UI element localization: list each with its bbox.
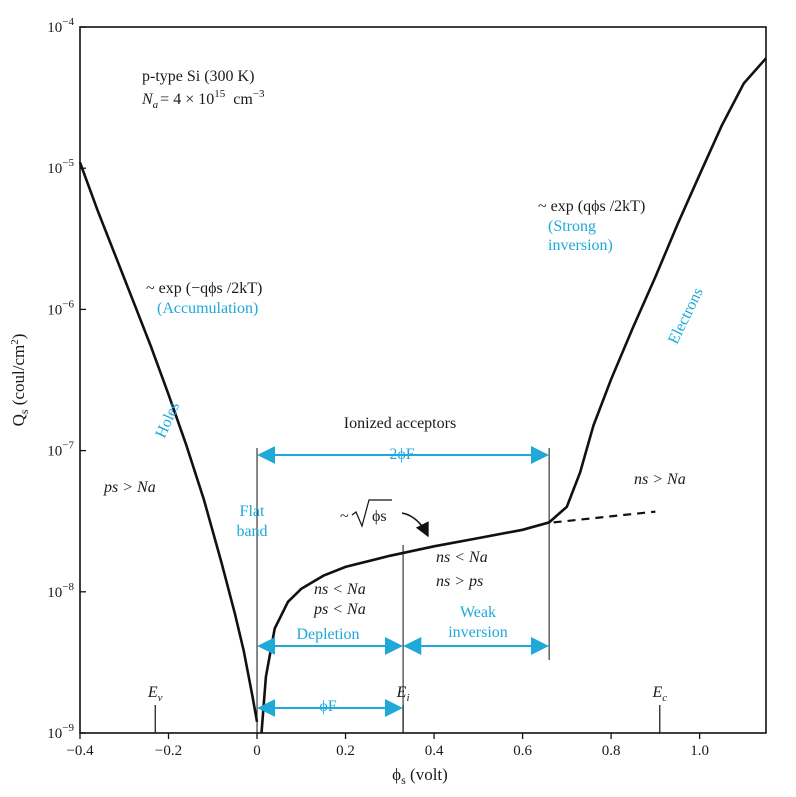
sqrt-pointer-arrow — [401, 512, 429, 538]
x-ticks: −0.4 −0.2 0 0.2 0.4 0.6 0.8 1.0 — [66, 733, 709, 759]
weak-inversion-condition-1: ns < Na — [436, 549, 488, 566]
x-tick-label: 1.0 — [690, 743, 709, 759]
x-tick-label: 0.2 — [336, 743, 355, 759]
x-tick-label: 0.8 — [602, 743, 621, 759]
x-tick-label: −0.2 — [155, 743, 182, 759]
flat-band-label-2: band — [236, 523, 267, 540]
phi-f-label: ϕF — [319, 698, 336, 715]
depletion-inversion-curve — [260, 57, 767, 734]
depletion-label: Depletion — [296, 626, 359, 643]
y-tick-label: 10−9 — [47, 722, 74, 742]
plot-frame — [79, 26, 767, 734]
weak-inversion-label-1: Weak — [460, 604, 496, 621]
strong-inversion-expression: ~ exp (qϕs /2kT) — [538, 198, 645, 215]
depletion-condition-2: ps < Na — [313, 601, 366, 618]
material-label: p-type Si (300 K) — [142, 68, 254, 85]
y-axis-label: Qs (coul/cm2) — [9, 334, 31, 427]
sqrt-phi-label: ~ ϕs — [340, 499, 392, 528]
energy-mark-label: Ev — [147, 684, 163, 704]
strong-inversion-label-2: inversion) — [548, 237, 613, 254]
reference-lines — [256, 448, 550, 733]
x-tick-label: 0.4 — [425, 743, 444, 759]
ns-gt-na-label: ns > Na — [634, 471, 686, 488]
y-tick-label: 10−5 — [47, 157, 74, 177]
y-tick-label: 10−4 — [47, 16, 74, 36]
accumulation-expression: ~ exp (−qϕs /2kT) — [146, 280, 262, 297]
ps-gt-na-label: ps > Na — [103, 479, 156, 496]
depletion-condition-1: ns < Na — [314, 581, 366, 598]
weak-inversion-condition-2: ns > ps — [436, 573, 483, 590]
x-tick-label: −0.4 — [66, 743, 94, 759]
doping-label: Na = 4 × 1015 cm−3 — [141, 88, 265, 111]
energy-mark-label: Ei — [396, 684, 410, 704]
y-ticks: 10−9 10−8 10−7 10−6 10−5 10−4 — [47, 16, 86, 742]
weak-inversion-label-2: inversion — [448, 624, 508, 641]
y-tick-label: 10−7 — [47, 440, 74, 460]
extrapolation-dashed-line — [553, 510, 656, 524]
accumulation-label: (Accumulation) — [157, 300, 258, 317]
x-tick-label: 0.6 — [513, 743, 532, 759]
y-tick-label: 10−8 — [47, 581, 74, 601]
energy-mark-label: Ec — [651, 684, 667, 704]
y-tick-label: 10−6 — [47, 298, 74, 318]
ionized-acceptors-label: Ionized acceptors — [344, 415, 456, 432]
x-tick-label: 0 — [253, 743, 261, 759]
accumulation-curve — [78, 161, 259, 723]
electrons-label: Electrons — [665, 285, 707, 347]
strong-inversion-label-1: (Strong — [548, 218, 596, 235]
two-phi-f-label: 2ϕF — [389, 446, 414, 463]
svg-text:~: ~ — [340, 508, 349, 525]
energy-marks: Ev Ei Ec — [147, 684, 667, 733]
flat-band-label-1: Flat — [240, 503, 265, 520]
x-axis-label: ϕs (volt) — [392, 765, 448, 787]
svg-text:ϕs: ϕs — [372, 508, 387, 525]
